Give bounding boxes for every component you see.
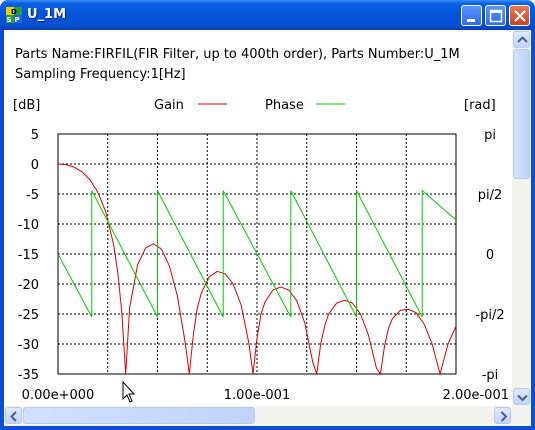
sampling-frequency-line: Sampling Frequency:1[Hz] xyxy=(15,67,186,82)
scroll-down-button[interactable] xyxy=(513,388,530,405)
size-grip[interactable] xyxy=(512,406,531,426)
icon-letter-d: D xyxy=(11,8,17,16)
parts-name-line: Parts Name:FIRFIL(FIR Filter, up to 400t… xyxy=(15,47,460,62)
x-tick-label: 1.00e-001 xyxy=(224,388,290,403)
close-button[interactable] xyxy=(509,5,530,26)
legend-label-phase: Phase xyxy=(265,98,304,113)
y-left-tick-label: -30 xyxy=(18,338,39,353)
vertical-scrollbar[interactable] xyxy=(512,30,531,406)
y-left-tick-label: 0 xyxy=(31,158,39,173)
icon-letter-s: S xyxy=(7,16,12,23)
series-phase xyxy=(57,189,457,318)
scroll-up-button[interactable] xyxy=(513,31,530,48)
client-area: Parts Name:FIRFIL(FIR Filter, up to 400t… xyxy=(4,30,531,426)
legend-label-gain: Gain xyxy=(154,98,184,113)
x-tick-label: 2.00e-001 xyxy=(443,388,509,403)
chevron-right-icon xyxy=(500,411,508,422)
dsp-app-icon: D S P xyxy=(6,7,22,23)
x-tick-label: 0.00e+000 xyxy=(22,388,95,403)
y-left-tick-label: -25 xyxy=(18,308,39,323)
minimize-icon xyxy=(467,19,475,22)
vertical-scroll-thumb[interactable] xyxy=(513,49,530,179)
scroll-left-button[interactable] xyxy=(5,407,22,424)
y-right-tick-label: 0 xyxy=(486,248,494,263)
chevron-up-icon xyxy=(517,36,528,43)
close-icon xyxy=(514,10,526,22)
left-axis-label: [dB] xyxy=(13,98,40,113)
y-left-tick-label: -20 xyxy=(18,278,39,293)
y-right-tick-label: pi/2 xyxy=(478,188,503,203)
y-left-tick-label: -35 xyxy=(18,368,39,383)
icon-letter-p: P xyxy=(15,16,20,23)
scroll-right-button[interactable] xyxy=(494,407,511,424)
window-title: U_1M xyxy=(27,7,67,22)
series-gain xyxy=(57,163,457,376)
frequency-response-chart: [dB] [rad] Gain Phase 5 0 -5 -10 -15 -20 -25 -30… xyxy=(13,98,509,403)
y-right-tick-label: -pi xyxy=(482,368,499,383)
y-right-tick-label: -pi/2 xyxy=(475,308,504,323)
legend: Gain Phase xyxy=(154,98,345,113)
mouse-cursor-icon xyxy=(122,380,136,403)
series-layer xyxy=(57,163,457,376)
right-axis-label: [rad] xyxy=(464,98,496,113)
chevron-down-icon xyxy=(517,394,528,402)
maximize-button[interactable] xyxy=(485,5,506,26)
y-left-tick-label: -5 xyxy=(26,188,39,203)
tick-labels: 5 0 -5 -10 -15 -20 -25 -30 -35 pi pi/2 0 -pi/2 -pi 0.0… xyxy=(18,128,509,403)
maximize-icon xyxy=(489,9,503,23)
horizontal-scroll-thumb[interactable] xyxy=(23,407,255,424)
y-left-tick-label: -15 xyxy=(18,248,39,263)
title-bar[interactable]: D S P U_1M xyxy=(0,0,535,30)
horizontal-scrollbar[interactable] xyxy=(4,406,512,426)
chevron-left-icon xyxy=(10,411,17,422)
y-left-tick-label: -10 xyxy=(18,218,39,233)
y-right-tick-label: pi xyxy=(484,128,496,143)
minimize-button[interactable] xyxy=(461,5,482,26)
y-left-tick-label: 5 xyxy=(31,128,39,143)
